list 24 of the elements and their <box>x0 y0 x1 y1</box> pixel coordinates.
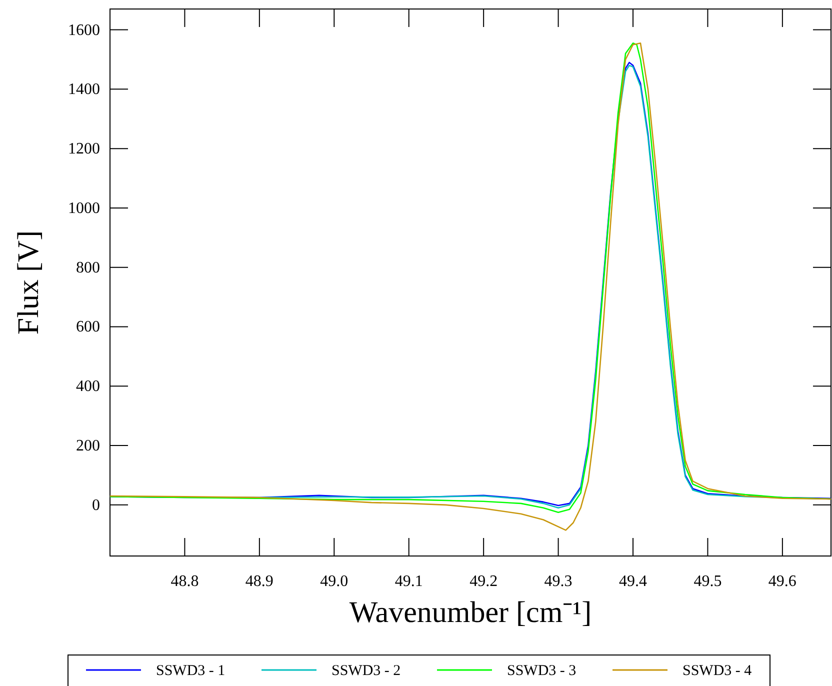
x-tick-label: 48.9 <box>245 573 274 590</box>
x-tick-label: 49.3 <box>544 573 572 590</box>
y-axis-title: Flux [V] <box>12 230 45 335</box>
y-tick-label: 1000 <box>68 200 100 217</box>
y-tick-label: 1200 <box>68 140 100 158</box>
y-tick-label: 1600 <box>68 22 100 39</box>
legend-label: SSWD3 - 4 <box>682 663 752 679</box>
x-tick-label: 49.2 <box>470 573 498 590</box>
x-tick-label: 48.8 <box>170 573 199 590</box>
x-tick-label: 49.5 <box>694 573 722 590</box>
x-tick-label: 49.0 <box>320 573 348 590</box>
y-tick-label: 200 <box>76 438 100 455</box>
y-tick-label: 600 <box>76 318 100 336</box>
y-tick-label: 1400 <box>68 81 100 98</box>
x-tick-label: 49.1 <box>394 573 423 590</box>
legend-label: SSWD3 - 1 <box>156 663 226 679</box>
x-tick-label: 49.4 <box>619 573 648 590</box>
y-tick-label: 0 <box>92 496 100 514</box>
x-axis-title: Wavenumber [cm⁻¹] <box>349 596 592 629</box>
legend-label: SSWD3 - 2 <box>332 663 401 679</box>
y-tick-label: 800 <box>76 259 100 276</box>
x-tick-label: 49.6 <box>768 573 796 590</box>
legend-label: SSWD3 - 3 <box>507 663 576 679</box>
y-tick-label: 400 <box>76 378 100 396</box>
